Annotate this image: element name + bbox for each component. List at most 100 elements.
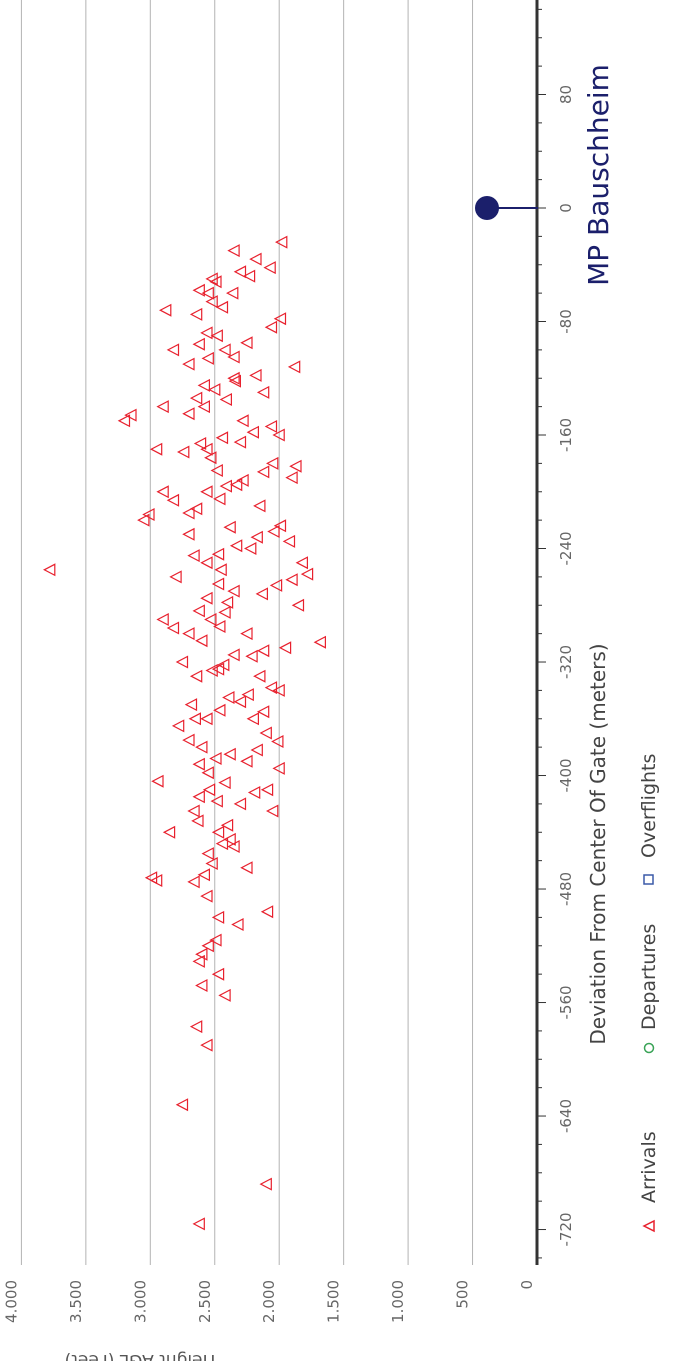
arrival-point [175, 1098, 189, 1112]
arrival-point [256, 644, 270, 658]
arrival-point [205, 664, 218, 677]
arrival-point [204, 613, 217, 626]
arrival-point [246, 712, 259, 726]
arrival-point [272, 428, 285, 442]
measuring-point-marker: MP Bauschheim [475, 64, 615, 286]
arrival-point [253, 499, 266, 513]
arrival-point [210, 329, 223, 343]
arrival-point [213, 703, 226, 717]
arrival-point [228, 374, 241, 388]
arrival-point [223, 520, 236, 534]
arrival-point [200, 556, 213, 570]
x-tick-label: -720 [557, 1212, 575, 1246]
legend-item-overflights: Overflights [638, 754, 660, 885]
y-tick-labels: 0 500 1.000 1.500 2.000 2.500 3.000 3.500 4.000 [2, 1280, 536, 1323]
arrival-point [300, 567, 314, 581]
arrival-point [149, 442, 163, 456]
arrival-point [195, 634, 208, 648]
arrival-point [209, 752, 222, 765]
arrival-point [192, 604, 205, 618]
arrival-point [260, 783, 274, 797]
arrival-point [271, 735, 284, 748]
legend: Arrivals Departures Overflights [638, 754, 660, 1233]
arrival-point [219, 393, 232, 406]
x-tick-label: -400 [557, 758, 575, 792]
arrival-point [240, 336, 253, 350]
arrival-point [182, 733, 195, 747]
arrival-point [151, 774, 164, 788]
arrival-point [197, 400, 210, 414]
arrival-point [231, 918, 244, 931]
arrival-point [218, 776, 231, 790]
arrival-point [233, 695, 247, 709]
arrival-point [171, 719, 185, 733]
arrival-point [215, 431, 229, 445]
arrival-point [275, 235, 288, 249]
arrival-point [195, 979, 208, 992]
x-tick-label: 80 [557, 85, 575, 104]
arrival-point [200, 712, 213, 726]
arrival-point [249, 368, 262, 382]
arrival-point [189, 391, 203, 405]
arrival-point [166, 621, 180, 635]
y-tick-label: 3.000 [131, 1280, 149, 1323]
arrival-point [205, 295, 218, 309]
arrival-point [201, 351, 214, 365]
arrival-point [187, 804, 200, 818]
arrival-point [291, 598, 305, 612]
arrival-point [269, 578, 283, 592]
arrival-point [182, 506, 195, 520]
arrival-point [213, 620, 226, 633]
arrival-point [263, 261, 276, 275]
arrival-point [211, 662, 225, 676]
arrival-point [240, 627, 253, 641]
arrival-point [272, 761, 285, 775]
arrival-point [200, 485, 213, 499]
arrival-point [162, 825, 176, 839]
arrival-point [233, 265, 247, 279]
arrival-point [184, 698, 198, 712]
arrival-point [244, 542, 257, 555]
arrival-point [156, 613, 169, 626]
arrival-point [192, 954, 205, 968]
arrival-point [195, 740, 208, 754]
arrival-point [287, 360, 301, 374]
arrival-point [208, 383, 221, 397]
arrival-point [226, 286, 239, 300]
arrival-point [200, 591, 213, 605]
arrival-point [295, 556, 308, 570]
arrival-point [256, 705, 270, 719]
arrival-point [227, 244, 240, 258]
arrival-point [144, 871, 158, 885]
arrival-point [253, 669, 266, 683]
legend-label-overflights: Overflights [638, 754, 660, 858]
arrival-point [200, 889, 213, 903]
arrival-point [227, 350, 240, 364]
arrival-point [229, 478, 243, 492]
arrival-point [177, 445, 190, 459]
arrival-point [289, 459, 302, 473]
legend-label-arrivals: Arrivals [638, 1131, 660, 1203]
arrival-point [209, 275, 222, 289]
arrival-point [211, 967, 225, 981]
arrival-point [192, 337, 205, 351]
arrival-point [202, 783, 216, 797]
x-axis [535, 0, 546, 1265]
arrival-point [222, 691, 235, 704]
arrival-point [210, 794, 223, 808]
arrival-point [189, 502, 203, 516]
legend-circle-icon [643, 1042, 655, 1054]
y-tick-label: 0 [518, 1280, 536, 1290]
arrival-point [142, 508, 155, 521]
arrival-point [193, 437, 207, 450]
arrival-point [272, 683, 285, 697]
x-tick-label: -480 [557, 872, 575, 906]
grid-lines [20, 0, 474, 1265]
x-tick-label: -160 [557, 418, 575, 452]
arrival-point [182, 627, 195, 641]
arrival-point [137, 513, 150, 527]
arrival-point [285, 573, 298, 587]
x-tick-label: -560 [557, 985, 575, 1019]
measuring-point-label: MP Bauschheim [582, 64, 615, 286]
